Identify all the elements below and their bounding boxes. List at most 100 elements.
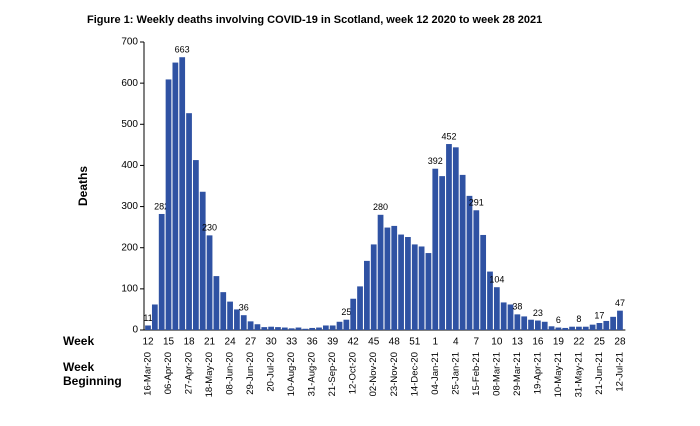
y-tick-label: 100 [121,283,138,294]
bar [179,57,186,330]
bar [493,287,500,330]
bar [466,195,473,330]
bar [370,244,377,330]
bar [405,237,411,330]
x-tick-label: 13 [512,337,524,348]
x-tick-label: 7 [474,337,480,348]
bar [541,321,548,330]
bar [555,327,562,330]
bar [439,176,445,330]
data-label: 291 [469,198,484,208]
bar [480,234,487,330]
bar [425,253,432,330]
x2-tick-label: 23-Nov-20 [389,352,400,396]
x-axis-label: Week [63,334,94,348]
x-tick-label: 4 [453,337,459,348]
bar [377,214,384,330]
data-label: 104 [489,275,504,285]
x2-tick-label: 10-May-21 [553,352,564,397]
bar [603,320,610,330]
bar [521,316,528,330]
bar [220,292,227,330]
x2-axis-label: Week Beginning [63,360,122,388]
x2-tick-label: 02-Nov-20 [368,352,379,396]
x-tick-label: 1 [432,337,438,348]
data-label: 280 [373,202,388,212]
bar [610,316,616,330]
bar [227,301,233,330]
bar [535,320,541,330]
x2-tick-label: 19-Apr-21 [532,352,543,394]
x-tick-label: 19 [553,337,565,348]
bar [199,191,206,330]
x-tick-label: 42 [348,337,360,348]
bar [459,174,466,330]
x2-tick-label: 08-Mar-21 [491,352,502,396]
data-label: 663 [175,45,190,55]
data-label: 25 [341,307,351,317]
bar [193,160,199,330]
bar [281,327,288,330]
data-label: 8 [576,314,581,324]
y-tick-label: 0 [132,325,138,336]
bar [364,260,370,330]
bar [487,271,493,330]
bar [336,321,343,330]
x-tick-label: 28 [614,337,626,348]
x2-tick-label: 14-Dec-20 [409,352,420,396]
bar [172,62,179,330]
y-tick-label: 300 [121,201,138,212]
data-label: 23 [533,308,543,318]
x-tick-label: 12 [142,337,154,348]
x-tick-label: 22 [573,337,585,348]
bar [357,286,363,330]
y-axis-label: Deaths [76,166,90,206]
x-tick-label: 18 [183,337,195,348]
bar [213,276,220,330]
x2-tick-label: 25-Jan-21 [450,352,461,395]
bar [507,304,514,330]
x-tick-label: 10 [491,337,503,348]
bar [562,327,569,330]
bar [548,326,555,330]
bar [418,246,425,330]
bar [576,326,582,330]
x2-tick-label: 15-Feb-21 [471,352,482,396]
x2-tick-label: 08-Jun-20 [225,352,236,395]
bar [247,321,254,330]
x-tick-label: 30 [266,337,278,348]
bar [234,309,240,330]
bar [500,302,507,330]
x2-tick-label: 21-Sep-20 [327,352,338,396]
bar [302,328,309,330]
bar [398,234,404,330]
bar [295,327,302,330]
data-label: 17 [594,310,604,320]
bar [589,324,596,330]
bar [582,326,589,330]
bar [514,314,521,330]
y-tick-label: 600 [121,78,138,89]
data-label: 452 [441,131,456,141]
data-label: 38 [512,302,522,312]
bar [452,147,459,330]
x2-tick-label: 12-Oct-20 [348,352,359,394]
bar [569,326,575,330]
x-tick-label: 27 [245,337,257,348]
x-tick-label: 25 [594,337,606,348]
bar [446,144,452,330]
bar [268,326,274,330]
bar [322,325,329,330]
x-tick-label: 16 [532,337,544,348]
x-tick-label: 36 [307,337,319,348]
chart-title: Figure 1: Weekly deaths involving COVID-… [87,14,542,26]
x2-tick-label: 29-Mar-21 [512,352,523,396]
bar [151,304,158,330]
x2-tick-label: 18-May-20 [204,352,215,397]
bar [350,298,357,330]
x-tick-label: 33 [286,337,298,348]
bar [432,168,439,330]
x-tick-label: 15 [163,337,175,348]
y-tick-label: 500 [121,119,138,130]
